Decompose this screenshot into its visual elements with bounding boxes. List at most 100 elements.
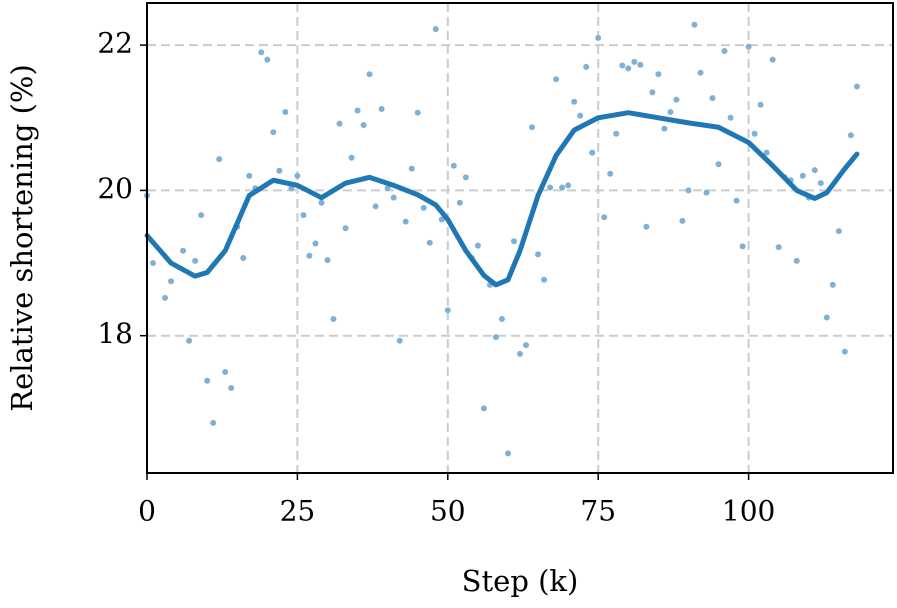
scatter-point [258,49,265,56]
scatter-point [553,76,560,83]
scatter-point [510,238,517,245]
scatter-point [637,61,644,68]
scatter-point [793,257,800,264]
scatter-point [354,107,361,114]
scatter-point [330,315,337,322]
scatter-point [240,254,247,261]
scatter-point [673,96,680,103]
y-tick-label: 22 [97,27,133,60]
scatter-point [198,212,205,219]
scatter-point [571,98,578,105]
y-axis-label: Relative shortening (%) [5,64,39,412]
scatter-point [559,184,566,191]
scatter-point [456,199,463,206]
scatter-point [270,129,277,136]
scatter-point [697,69,704,76]
scatter-point [204,377,211,384]
scatter-point [426,239,433,246]
y-tick-label: 20 [97,172,133,205]
x-axis-label: Step (k) [462,564,579,598]
scatter-point [222,369,229,376]
scatter-point [300,212,307,219]
scatter-point [162,294,169,301]
scatter-point [306,252,313,259]
scatter-point [312,240,319,247]
scatter-point [228,385,235,392]
scatter-point [480,405,487,412]
scatter-point [498,315,505,322]
scatter-point [186,337,193,344]
scatter-point [829,281,836,288]
scatter-point [589,149,596,156]
scatter-point [438,216,445,223]
scatter-point [745,43,752,50]
scatter-point [414,109,421,116]
scatter-point [529,124,536,131]
scatter-point [450,162,457,169]
scatter-point [799,172,806,179]
scatter-point [264,56,271,63]
scatter-point [703,189,710,196]
scatter-point [318,199,325,206]
scatter-point [432,26,439,33]
x-tick-label: 100 [722,495,775,528]
scatter-point [216,156,223,163]
scatter-point [210,419,217,426]
scatter-point [276,167,283,174]
scatter-point [420,204,427,211]
scatter-point [649,89,656,96]
scatter-point [541,276,548,283]
scatter-point [823,314,830,321]
scatter-point [396,337,403,344]
scatter-point [691,21,698,28]
scatter-point [492,334,499,341]
scatter-point [757,101,764,108]
scatter-point [661,125,668,132]
y-tick-label: 18 [97,317,133,350]
scatter-point [577,112,584,119]
x-tick-label: 75 [580,495,616,528]
scatter-point [444,307,451,314]
scatter-point [739,243,746,250]
scatter-point [667,108,674,115]
scatter-point [282,108,289,115]
scatter-point [324,257,331,264]
scatter-point [619,62,626,69]
scatter-point [336,120,343,127]
scatter-point [769,56,776,63]
scatter-point [384,185,391,192]
scatter-point [408,165,415,172]
scatter-point [853,83,860,90]
scatter-point [775,244,782,251]
scatter-point [655,71,662,78]
scatter-point [625,65,632,72]
scatter-point [348,154,355,161]
scatter-point [715,161,722,168]
scatter-point [565,182,572,189]
scatter-point [685,187,692,194]
scatter-point [679,217,686,224]
x-tick-label: 25 [280,495,316,528]
scatter-point [180,247,187,254]
scatter-point [601,214,608,221]
scatter-point [402,218,409,225]
scatter-point [462,174,469,181]
scatter-point [817,180,824,187]
scatter-point [763,149,770,156]
scatter-point [523,342,530,349]
scatter-point [360,122,367,129]
scatter-point [390,194,397,201]
scatter-point [811,167,818,174]
scatter-point [547,184,554,191]
scatter-point [727,114,734,121]
scatter-point [192,257,199,264]
scatter-point [631,58,638,65]
scatter-point [504,450,511,457]
scatter-point [721,47,728,54]
scatter-point [841,348,848,355]
scatter-point [643,223,650,230]
scatter-point [613,130,620,137]
scatter-point [583,63,590,70]
scatter-point [342,225,349,232]
scatter-point [517,350,523,357]
